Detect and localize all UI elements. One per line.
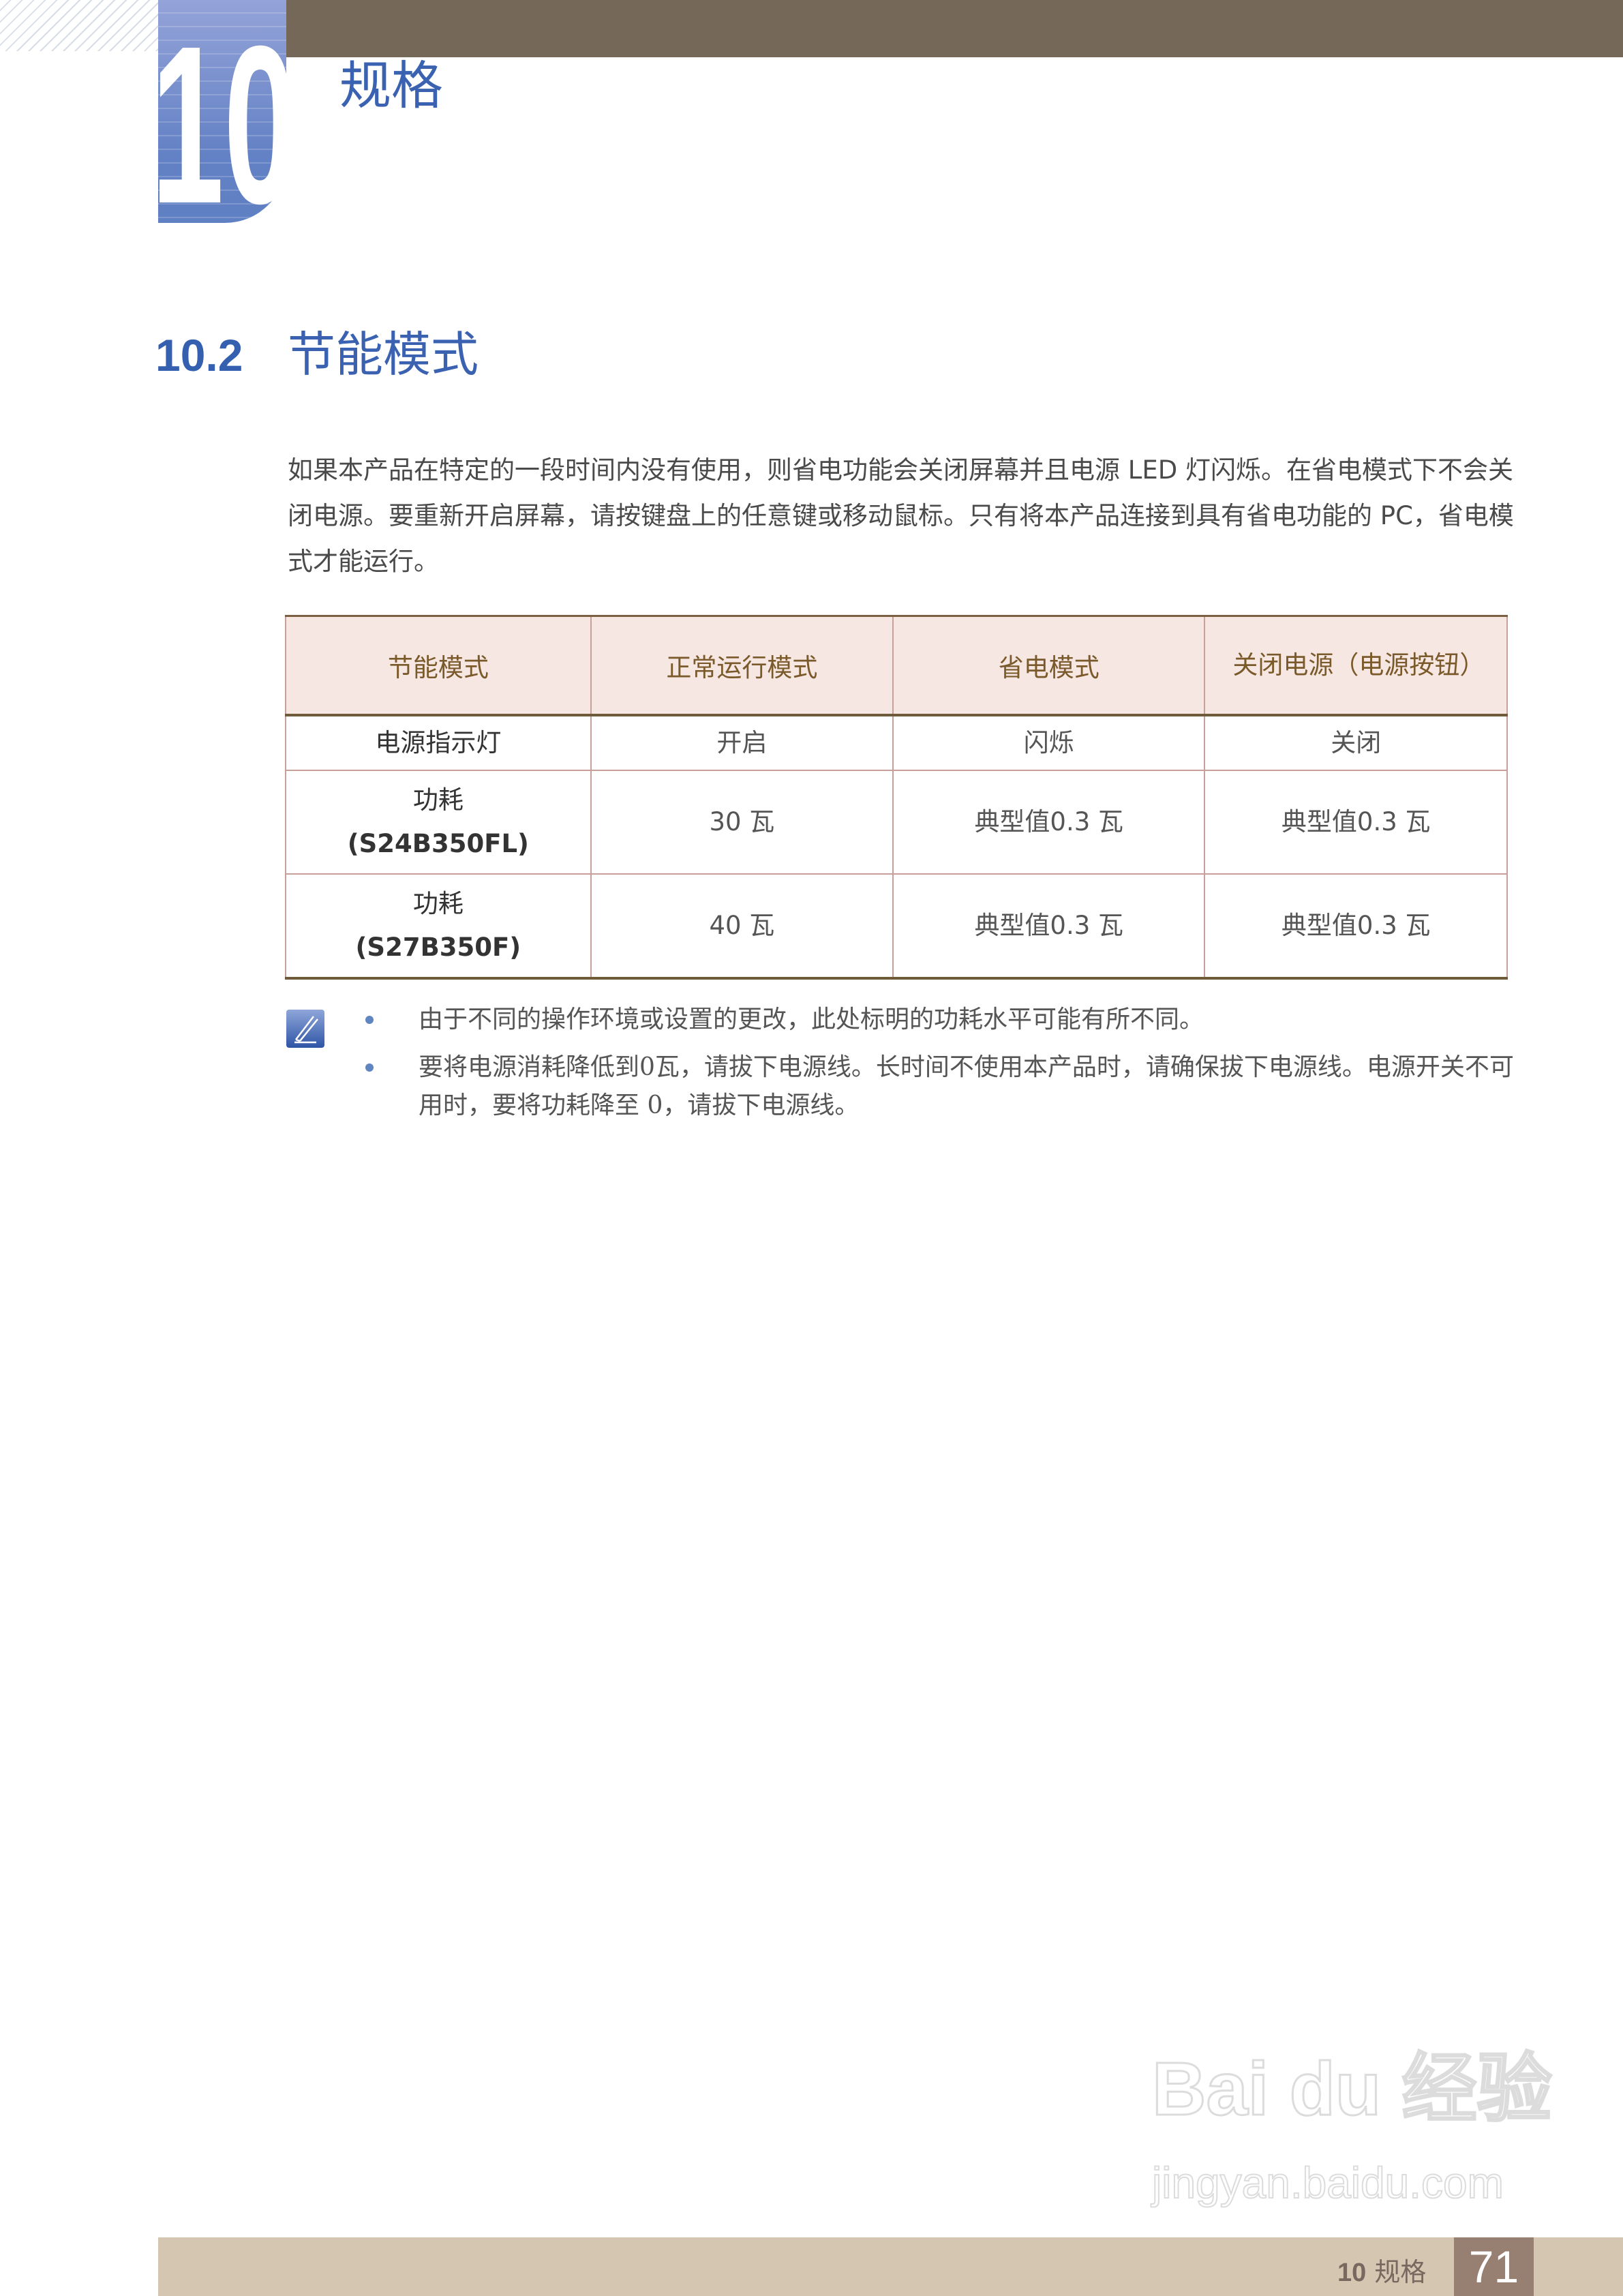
row-label-text: 电源指示灯	[375, 728, 502, 757]
note-text: 要将电源消耗降低到0瓦，请拔下电源线。长时间不使用本产品时，请确保拔下电源线。电…	[419, 1053, 1514, 1119]
bullet-icon	[365, 1063, 374, 1072]
model-name: (S24B350FL)	[347, 829, 529, 858]
table-row: 功耗 (S27B350F) 40 瓦 典型值0.3 瓦 典型值0.3 瓦	[285, 873, 1508, 980]
header-bar	[286, 0, 1623, 57]
row-label-text: 功耗	[412, 889, 464, 918]
intro-paragraph: 如果本产品在特定的一段时间内没有使用，则省电功能会关闭屏幕并且电源 LED 灯闪…	[288, 455, 1514, 576]
section-number: 10.2	[155, 330, 243, 380]
table-cell: 开启	[590, 714, 894, 771]
row-label: 功耗 (S27B350F)	[285, 873, 592, 980]
table-cell: 闪烁	[892, 714, 1206, 771]
header-cell: 省电模式	[892, 615, 1206, 716]
page-number: 71	[1454, 2237, 1534, 2296]
footer-chapter-number: 10	[1337, 2259, 1367, 2287]
table-cell: 30 瓦	[590, 770, 894, 875]
footer-chapter-title: 规格	[1374, 2257, 1427, 2287]
row-label-text: 功耗	[412, 785, 464, 815]
baidu-watermark: Bai du 经验 jingyan.baidu.com	[1151, 2038, 1561, 2229]
note-pencil-icon	[286, 1010, 324, 1048]
table-row: 功耗 (S24B350FL) 30 瓦 典型值0.3 瓦 典型值0.3 瓦	[285, 770, 1508, 875]
table-row: 电源指示灯 开启 闪烁 关闭	[285, 714, 1508, 771]
footer-chapter-label: 10 规格	[1337, 2251, 1426, 2289]
section-title: 节能模式	[288, 327, 479, 382]
header-hatch-decoration	[0, 0, 158, 51]
table-cell: 关闭	[1204, 714, 1508, 771]
header-cell: 节能模式	[285, 615, 592, 716]
bullet-icon	[365, 1016, 374, 1024]
watermark-url: jingyan.baidu.com	[1151, 2158, 1504, 2207]
header-cell: 关闭电源（电源按钮）	[1204, 615, 1508, 716]
notes-list: 由于不同的操作环境或设置的更改，此处标明的功耗水平可能有所不同。 要将电源消耗降…	[361, 1001, 1520, 1134]
chapter-title: 规格	[339, 55, 443, 116]
table-header-row: 节能模式 正常运行模式 省电模式 关闭电源（电源按钮）	[285, 615, 1508, 716]
row-label: 电源指示灯	[285, 714, 592, 771]
row-label: 功耗 (S24B350FL)	[285, 770, 592, 875]
note-item: 由于不同的操作环境或设置的更改，此处标明的功耗水平可能有所不同。	[361, 1001, 1520, 1039]
footer-band	[158, 2237, 1623, 2296]
table-cell: 40 瓦	[590, 873, 894, 980]
model-name: (S27B350F)	[355, 933, 521, 962]
table-cell: 典型值0.3 瓦	[892, 770, 1206, 875]
chapter-number: 10	[151, 0, 297, 250]
note-text: 由于不同的操作环境或设置的更改，此处标明的功耗水平可能有所不同。	[419, 1006, 1204, 1033]
table-cell: 典型值0.3 瓦	[892, 873, 1206, 980]
power-saving-table: 节能模式 正常运行模式 省电模式 关闭电源（电源按钮） 电源指示灯 开启 闪烁 …	[285, 615, 1508, 980]
watermark-logo: Bai du 经验	[1151, 2047, 1553, 2131]
table-cell: 典型值0.3 瓦	[1204, 873, 1508, 980]
table-cell: 典型值0.3 瓦	[1204, 770, 1508, 875]
chapter-tab	[158, 0, 286, 223]
header-cell: 正常运行模式	[590, 615, 894, 716]
note-item: 要将电源消耗降低到0瓦，请拔下电源线。长时间不使用本产品时，请确保拔下电源线。电…	[361, 1048, 1520, 1125]
